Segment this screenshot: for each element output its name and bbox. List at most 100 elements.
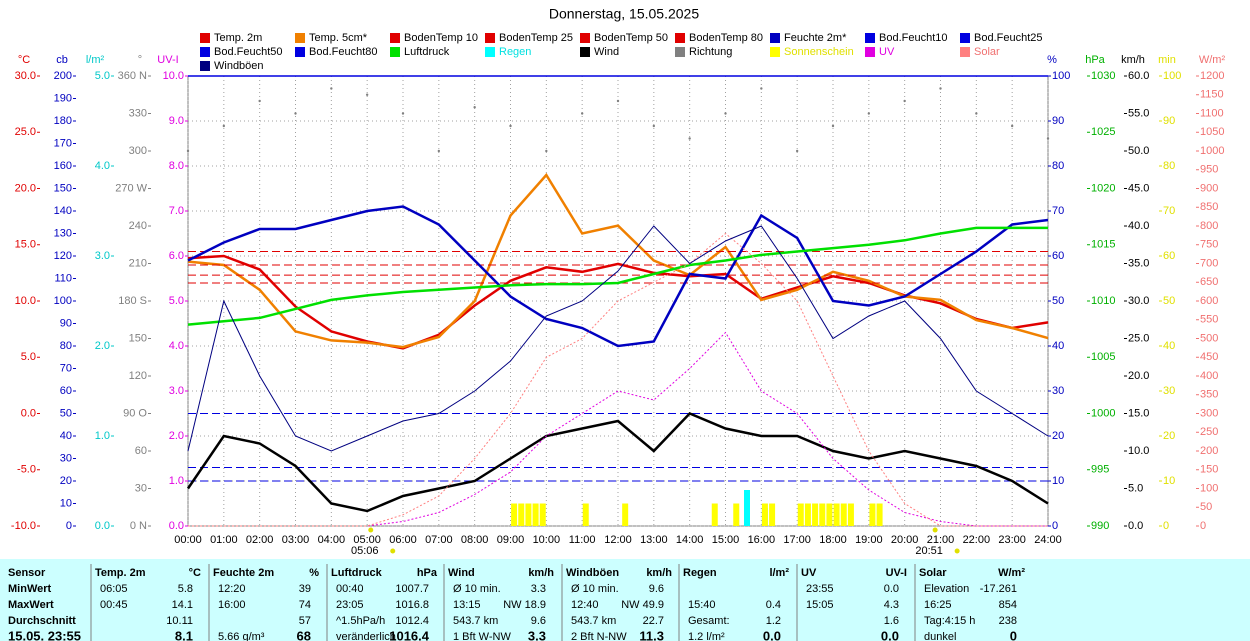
legend-swatch	[200, 33, 210, 43]
table-header: Wind	[448, 567, 475, 579]
y-tick-label: 2.0	[95, 340, 110, 352]
table-value: 854	[999, 599, 1017, 611]
y-tick-label: 5.0	[95, 70, 110, 82]
y-tick-label: 80	[1163, 160, 1175, 172]
table-header: Sensor	[8, 567, 46, 579]
y-tick-label: -5.0	[17, 464, 36, 476]
series-line	[187, 205, 1049, 348]
bar	[826, 503, 833, 526]
table-value: 5.8	[178, 583, 193, 595]
y-tick-label: 20	[60, 475, 72, 487]
y-tick-label: 200	[54, 70, 72, 82]
y-tick-label: 270 W	[115, 182, 147, 194]
y-tick-label: 1200	[1200, 70, 1224, 82]
direction-dot	[545, 149, 548, 153]
y-tick-label: 5.0	[1128, 482, 1143, 494]
table-header: Regen	[683, 567, 717, 579]
legend-label: Bod.Feucht10	[879, 32, 948, 44]
y-tick-label: 55.0	[1128, 107, 1149, 119]
legend-label: Richtung	[689, 46, 732, 58]
direction-dot	[939, 87, 942, 90]
y-tick-label: 0 N	[130, 520, 147, 532]
direction-dot	[258, 99, 261, 103]
y-tick-label: -10.0	[11, 520, 36, 532]
table-cell: 543.7 km	[571, 615, 616, 627]
y-tick-label: 60.0	[1128, 70, 1149, 82]
y-tick-label: 90 O	[123, 407, 147, 419]
legend-label: Luftdruck	[404, 46, 450, 58]
legend-label: Bod.Feucht80	[309, 46, 378, 58]
y-tick-label: 180 S	[118, 295, 147, 307]
direction-dot	[652, 124, 656, 128]
bar	[622, 503, 629, 526]
table-unit: °C	[189, 567, 201, 579]
series-line	[186, 412, 1049, 513]
direction-dot	[975, 112, 978, 115]
bar	[833, 503, 840, 526]
y-tick-label: 100	[1052, 70, 1070, 82]
bar	[582, 503, 589, 526]
axis-title: °	[138, 54, 142, 66]
y-tick-label: 170	[54, 137, 72, 149]
y-tick-label: 700	[1200, 257, 1218, 269]
y-tick-label: 50	[1200, 501, 1212, 513]
legend-swatch	[675, 33, 685, 43]
legend-label: BodenTemp 80	[689, 32, 763, 44]
bar	[804, 503, 811, 526]
table-value: 39	[299, 583, 311, 595]
table-value: 68	[297, 628, 311, 641]
x-tick-label: 19:00	[855, 534, 883, 546]
sun-dot	[954, 548, 960, 554]
legend-label: Solar	[974, 46, 1000, 58]
y-tick-label: 5.0	[169, 295, 184, 307]
y-tick-label: 1000	[1091, 407, 1115, 419]
axis-title: W/m²	[1199, 54, 1226, 66]
table-cell: 16:25	[924, 599, 952, 611]
y-tick-label: 600	[1200, 295, 1218, 307]
table-value: NW 18.9	[503, 599, 546, 611]
x-tick-label: 16:00	[748, 534, 776, 546]
y-tick-label: 990	[1091, 520, 1109, 532]
legend-label: BodenTemp 25	[499, 32, 573, 44]
y-tick-label: 1030	[1091, 70, 1115, 82]
table-cell: Elevation	[924, 583, 969, 595]
y-tick-label: 300	[129, 145, 147, 157]
legend-swatch	[390, 47, 400, 57]
table-header: Solar	[919, 567, 947, 579]
table-value: 10.11	[166, 615, 193, 627]
table-cell: 1 Bft W-NW	[453, 631, 511, 641]
table-unit: %	[309, 567, 319, 579]
legend-label: Windböen	[214, 60, 264, 72]
y-tick-label: 50.0	[1128, 145, 1149, 157]
legend-swatch	[960, 33, 970, 43]
y-tick-label: 90	[60, 317, 72, 329]
y-tick-label: 8.0	[169, 160, 184, 172]
x-tick-label: 03:00	[282, 534, 310, 546]
x-tick-label: 10:00	[533, 534, 561, 546]
x-tick-label: 21:00	[927, 534, 955, 546]
bar	[797, 503, 804, 526]
row-label: Durchschnitt	[8, 615, 76, 627]
table-cell: 13:15	[453, 599, 481, 611]
legend-label: BodenTemp 10	[404, 32, 478, 44]
x-tick-label: 12:00	[604, 534, 632, 546]
direction-dot	[509, 124, 512, 128]
y-tick-label: 1150	[1200, 89, 1224, 101]
table-header: Luftdruck	[331, 567, 383, 579]
direction-dot	[473, 106, 476, 109]
y-tick-label: 0.0	[1128, 520, 1143, 532]
y-tick-label: 40.0	[1128, 220, 1149, 232]
y-tick-label: 30.0	[15, 70, 36, 82]
table-cell: 15:05	[806, 599, 834, 611]
y-tick-label: 300	[1200, 407, 1218, 419]
y-tick-label: 130	[54, 227, 72, 239]
table-unit: l/m²	[769, 567, 789, 579]
table-value: 1007.7	[395, 583, 429, 595]
table-value: 3.3	[531, 583, 546, 595]
x-tick-label: 09:00	[497, 534, 525, 546]
y-tick-label: 50	[1052, 295, 1064, 307]
axis-title: hPa	[1085, 54, 1105, 66]
table-header: Temp. 2m	[95, 567, 146, 579]
table-value: 1012.4	[395, 615, 429, 627]
legend-swatch	[770, 47, 780, 57]
